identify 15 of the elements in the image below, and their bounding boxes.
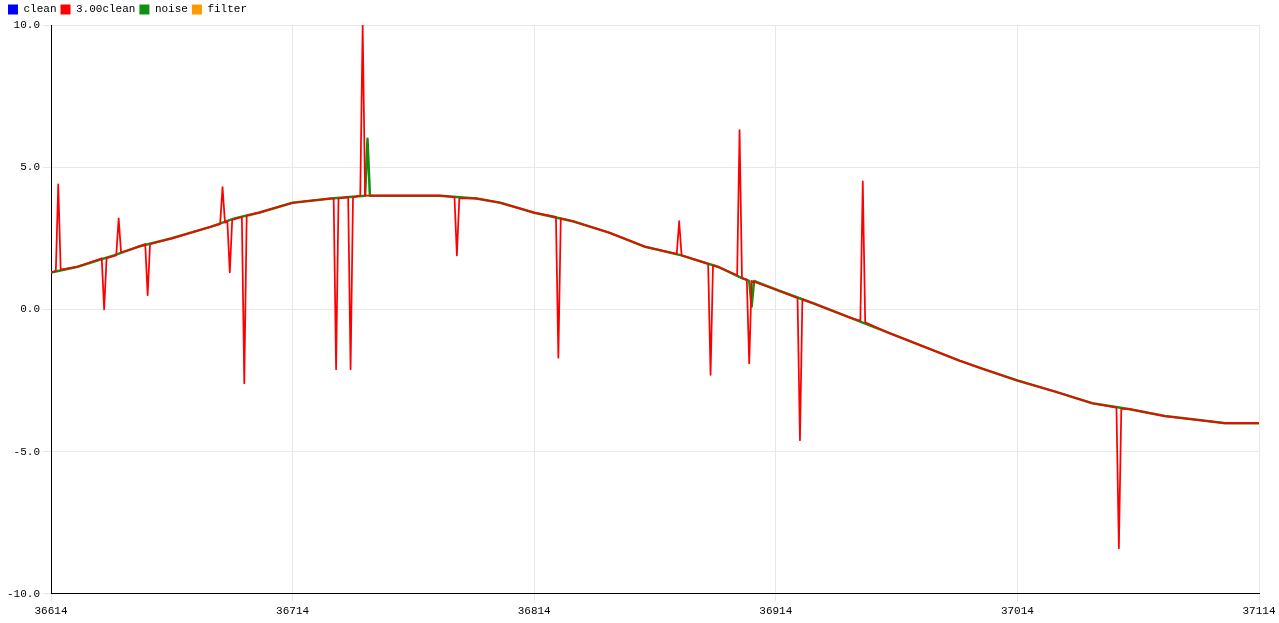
x-tick-label: 36614 <box>34 605 68 618</box>
y-tick-label: 0.0 <box>20 303 41 316</box>
x-tick-label: 37014 <box>1000 605 1035 618</box>
legend-label: clean <box>23 3 57 16</box>
legend-label: noise <box>154 3 188 16</box>
y-tick-label: 5.0 <box>20 161 41 174</box>
x-tick-label: 36814 <box>517 605 552 618</box>
x-tick-label: 36714 <box>276 605 310 618</box>
y-tick-label: 10.0 <box>13 18 41 31</box>
y-tick-label: -10.0 <box>6 587 41 600</box>
x-tick-label: 36914 <box>759 605 793 618</box>
x-tick-label: 37114 <box>1242 605 1276 618</box>
legend-label: 3.00clean <box>76 3 136 16</box>
y-tick-label: -5.0 <box>13 445 41 458</box>
legend-label: filter <box>207 3 248 16</box>
